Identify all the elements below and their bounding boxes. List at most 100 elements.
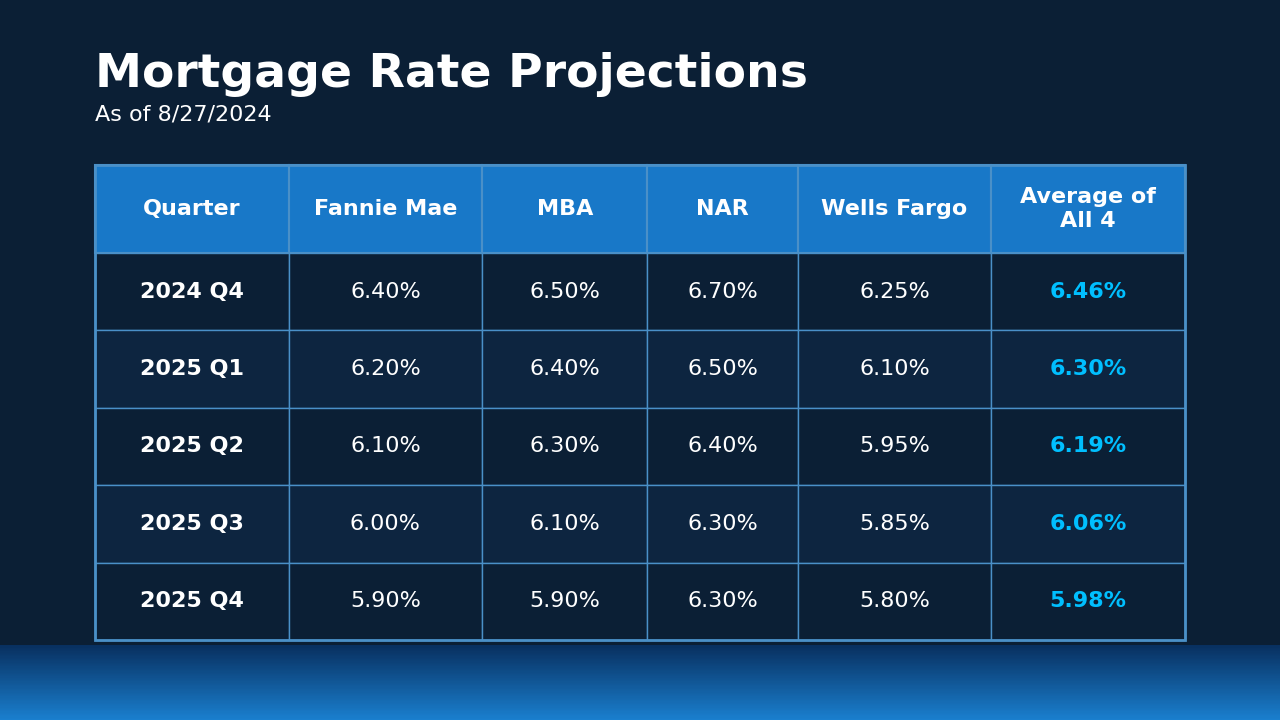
Bar: [0, 696, 1280, 698]
Text: 2024 Q4: 2024 Q4: [140, 282, 243, 302]
Bar: [483, 165, 648, 253]
Bar: [0, 654, 1280, 655]
Bar: [0, 670, 1280, 671]
Bar: [0, 645, 1280, 647]
Bar: [992, 165, 1185, 253]
Bar: [0, 700, 1280, 701]
Text: 2025 Q1: 2025 Q1: [140, 359, 243, 379]
Text: Quarter: Quarter: [143, 199, 241, 219]
Bar: [0, 694, 1280, 695]
Bar: [0, 711, 1280, 713]
Bar: [797, 408, 992, 485]
Bar: [0, 659, 1280, 660]
Bar: [992, 485, 1185, 562]
Bar: [0, 713, 1280, 714]
Bar: [0, 662, 1280, 664]
Bar: [992, 562, 1185, 640]
Bar: [288, 562, 483, 640]
Text: 6.30%: 6.30%: [687, 591, 758, 611]
Bar: [0, 675, 1280, 676]
Bar: [0, 691, 1280, 693]
Bar: [0, 660, 1280, 661]
Bar: [0, 656, 1280, 657]
Bar: [0, 655, 1280, 656]
Bar: [0, 708, 1280, 710]
Bar: [0, 695, 1280, 696]
Bar: [0, 685, 1280, 686]
Bar: [0, 718, 1280, 719]
Text: NAR: NAR: [696, 199, 749, 219]
Bar: [0, 681, 1280, 683]
Bar: [0, 672, 1280, 674]
Text: 6.25%: 6.25%: [859, 282, 931, 302]
Bar: [0, 698, 1280, 700]
Text: 6.50%: 6.50%: [529, 282, 600, 302]
Bar: [288, 165, 483, 253]
Bar: [797, 253, 992, 330]
Text: Average of
All 4: Average of All 4: [1020, 187, 1156, 230]
Bar: [95, 408, 288, 485]
Bar: [0, 693, 1280, 694]
Bar: [648, 165, 797, 253]
Bar: [0, 686, 1280, 688]
Bar: [992, 408, 1185, 485]
Bar: [992, 253, 1185, 330]
Bar: [0, 716, 1280, 718]
Text: 5.95%: 5.95%: [859, 436, 931, 456]
Bar: [0, 661, 1280, 662]
Bar: [0, 671, 1280, 672]
Text: 6.10%: 6.10%: [859, 359, 931, 379]
Text: 5.85%: 5.85%: [859, 514, 931, 534]
Text: 6.46%: 6.46%: [1050, 282, 1126, 302]
Bar: [483, 485, 648, 562]
Text: 6.19%: 6.19%: [1050, 436, 1126, 456]
Bar: [0, 719, 1280, 720]
Bar: [797, 330, 992, 408]
Bar: [992, 330, 1185, 408]
Text: 6.30%: 6.30%: [687, 514, 758, 534]
Bar: [0, 667, 1280, 669]
Bar: [648, 408, 797, 485]
Bar: [0, 676, 1280, 678]
Bar: [797, 165, 992, 253]
Bar: [0, 690, 1280, 691]
Bar: [95, 562, 288, 640]
Bar: [483, 408, 648, 485]
Bar: [0, 674, 1280, 675]
Bar: [0, 679, 1280, 680]
Bar: [0, 715, 1280, 716]
Bar: [95, 485, 288, 562]
Bar: [483, 562, 648, 640]
Bar: [0, 650, 1280, 652]
Bar: [0, 652, 1280, 654]
Bar: [0, 706, 1280, 708]
Bar: [288, 253, 483, 330]
Bar: [648, 485, 797, 562]
Text: 6.40%: 6.40%: [349, 282, 421, 302]
Bar: [0, 705, 1280, 706]
Bar: [797, 485, 992, 562]
Bar: [483, 253, 648, 330]
Bar: [648, 562, 797, 640]
Text: 6.10%: 6.10%: [349, 436, 421, 456]
Bar: [0, 714, 1280, 715]
Text: 2025 Q4: 2025 Q4: [140, 591, 243, 611]
Bar: [0, 649, 1280, 650]
Text: 5.80%: 5.80%: [859, 591, 931, 611]
Text: 6.06%: 6.06%: [1050, 514, 1126, 534]
Bar: [0, 680, 1280, 681]
Text: 2025 Q2: 2025 Q2: [140, 436, 243, 456]
Text: 5.90%: 5.90%: [529, 591, 600, 611]
Bar: [483, 330, 648, 408]
Text: 5.98%: 5.98%: [1050, 591, 1126, 611]
Bar: [0, 647, 1280, 649]
Text: 6.40%: 6.40%: [530, 359, 600, 379]
Bar: [0, 657, 1280, 659]
Text: Fannie Mae: Fannie Mae: [314, 199, 457, 219]
Bar: [95, 165, 1185, 640]
Bar: [0, 689, 1280, 690]
Bar: [0, 703, 1280, 705]
Bar: [0, 678, 1280, 679]
Bar: [0, 664, 1280, 665]
Text: 6.70%: 6.70%: [687, 282, 758, 302]
